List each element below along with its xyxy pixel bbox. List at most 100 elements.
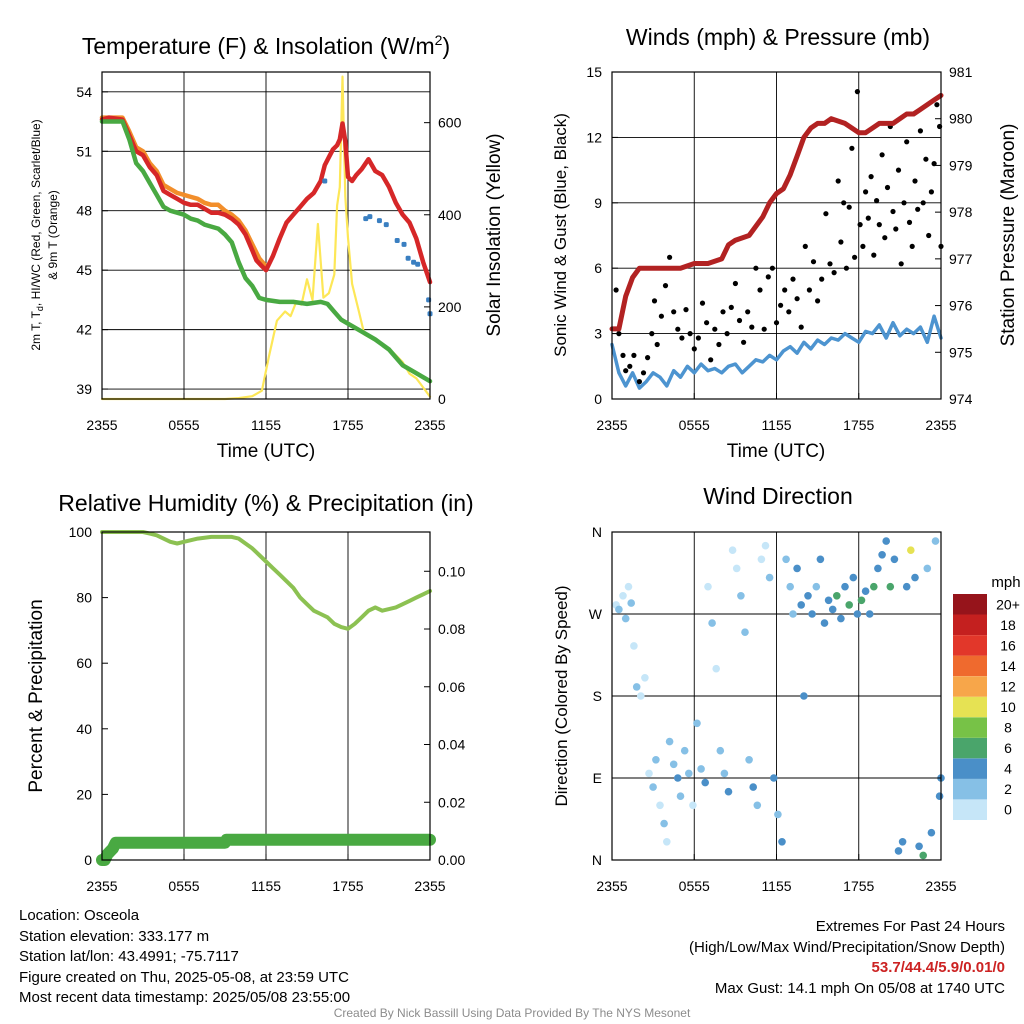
humidity-panel-title: Relative Humidity (%) & Precipitation (i…: [58, 490, 473, 516]
wind-direction-point: [716, 746, 725, 755]
humidity-x-tick-label: 0555: [168, 878, 199, 894]
gust-point: [616, 331, 622, 337]
colorbar-label: 18: [1000, 617, 1016, 633]
gust-point: [708, 357, 714, 363]
gust-point: [794, 296, 800, 302]
wind-direction-point: [615, 605, 623, 614]
wind-direction-point: [676, 792, 685, 800]
gust-point: [923, 156, 929, 162]
gust-point: [846, 204, 852, 210]
gust-point: [765, 274, 771, 280]
winds-x-tick-label: 1155: [761, 417, 791, 433]
temperature-x-tick-label: 1755: [332, 417, 363, 433]
wind-direction-x-tick-label: 0555: [679, 878, 710, 894]
gust-point: [879, 152, 885, 158]
station-elevation: Station elevation: 333.177 m: [19, 927, 210, 945]
wind-direction-point: [907, 546, 915, 554]
temperature-2m-line: [99, 115, 433, 285]
credit-line: Created By Nick Bassill Using Data Provi…: [333, 1006, 691, 1020]
station-info: Location: Osceola Station elevation: 333…: [19, 906, 350, 1009]
wind-direction-point: [808, 610, 816, 618]
colorbar-label: 4: [1004, 761, 1012, 777]
gust-point: [802, 243, 808, 249]
gust-point: [769, 265, 776, 271]
temperature-y-tick-label: 51: [76, 143, 92, 159]
temperature-y-tick-label: 54: [76, 84, 92, 100]
wind-direction-point: [708, 619, 716, 627]
gust-point: [823, 211, 829, 217]
wind-direction-point: [824, 596, 833, 605]
wind-direction-point: [663, 838, 671, 846]
pressure-y-right-tick-label: 975: [949, 344, 973, 360]
precipitation-y-right-tick-label: 0.08: [438, 621, 465, 637]
gust-point: [841, 200, 847, 206]
colorbar-swatch: [953, 676, 987, 697]
colorbar-label: 20+: [996, 596, 1020, 612]
wind-direction-point: [720, 769, 729, 778]
wind-chill-mark: [363, 216, 369, 222]
wind-direction-point: [624, 582, 633, 591]
gust-point: [749, 324, 755, 330]
max-gust: Max Gust: 14.1 mph On 05/08 at 1740 UTC: [714, 979, 1005, 997]
gust-point: [849, 145, 855, 151]
winds-x-tick-label: 1755: [843, 417, 874, 433]
wind-direction-point: [820, 619, 829, 627]
gust-point: [757, 287, 763, 293]
winds-pressure-panel: Winds (mph) & Pressure (mb) 2355 0555 1155…: [551, 24, 1019, 462]
colorbar-title: mph: [991, 574, 1020, 591]
pressure-y-axis-label: Station Pressure (Maroon): [998, 124, 1019, 347]
temperature-9m-line: [99, 115, 269, 269]
wind-direction-point: [619, 592, 627, 600]
wind-direction-point: [935, 792, 944, 800]
wind-direction-point: [753, 801, 762, 810]
colorbar-swatch: [953, 696, 987, 718]
wind-direction-point: [645, 769, 653, 778]
wind-direction-point: [841, 582, 849, 591]
humidity-x-tick-label: 2355: [414, 878, 445, 894]
wind-direction-point: [797, 601, 805, 609]
wind-chill-mark: [322, 178, 328, 184]
wind-direction-point: [770, 774, 778, 782]
temperature-x-tick-label: 2355: [86, 417, 117, 433]
wind-direction-point: [849, 573, 858, 582]
gust-point: [662, 283, 669, 289]
wind-direction-point: [712, 664, 720, 673]
wind-direction-point: [812, 582, 821, 591]
gust-point: [917, 128, 924, 134]
insolation-y-right-tick-label: 400: [438, 207, 462, 223]
wind-direction-point: [693, 719, 701, 728]
wind-direction-point: [689, 801, 697, 810]
wind-chill-mark: [401, 241, 407, 247]
gust-point: [786, 309, 792, 315]
wind-direction-point: [782, 555, 790, 564]
insolation-y-right-tick-label: 0: [438, 391, 446, 407]
winds-y-tick-label: 9: [594, 195, 602, 211]
gust-point: [712, 326, 718, 332]
gust-point: [860, 243, 866, 249]
colorbar-label: 16: [1000, 637, 1016, 653]
wind-direction-point: [931, 537, 940, 545]
wind-direction-point: [674, 774, 682, 782]
precipitation-y-right-tick-label: 0.00: [438, 852, 465, 868]
gust-point: [671, 309, 677, 315]
temperature-y-tick-label: 39: [76, 381, 92, 397]
temperature-panel-title: Temperature (F) & Insolation (W/m2): [82, 32, 450, 59]
wind-direction-point: [911, 573, 919, 582]
gust-point: [773, 320, 780, 326]
gust-point: [745, 309, 751, 315]
temperature-panel: Temperature (F) & Insolation (W/m2) 2355…: [29, 32, 505, 462]
wind-direction-point: [660, 819, 668, 828]
gust-point: [651, 298, 658, 304]
gust-point: [667, 254, 673, 260]
gust-point: [695, 335, 702, 341]
wind-direction-x-tick-label: 1755: [843, 878, 874, 894]
temperature-x-tick-label: 1155: [251, 417, 281, 433]
station-location: Location: Osceola: [19, 907, 140, 924]
precipitation-y-right-tick-label: 0.04: [438, 737, 465, 753]
wind-direction-point: [828, 605, 837, 614]
gust-point: [934, 102, 940, 108]
wind-direction-point: [898, 838, 907, 846]
gust-point: [874, 198, 880, 204]
gust-point: [623, 368, 629, 374]
